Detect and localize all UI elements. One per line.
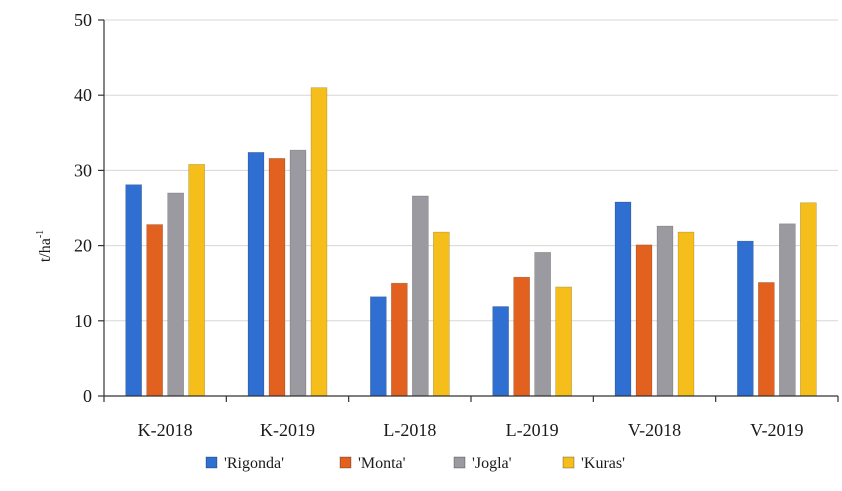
bar-rigonda: [125, 184, 142, 397]
y-tick-label: 30: [74, 160, 92, 180]
bar-kuras: [433, 231, 450, 397]
x-tick-label: K-2019: [260, 420, 315, 440]
y-axis-label-exponent: -1: [35, 230, 46, 238]
x-tick-label: L-2019: [506, 420, 559, 440]
legend-swatch: [562, 456, 575, 469]
bar-monta: [146, 224, 163, 397]
y-tick-label: 40: [74, 85, 92, 105]
legend-label: 'Jogla': [472, 455, 512, 472]
legend: 'Rigonda' 'Monta' 'Jogla' 'Kuras': [205, 455, 625, 472]
bar-kuras: [310, 87, 328, 397]
bar-rigonda: [492, 306, 509, 397]
x-tick-label: L-2018: [383, 420, 436, 440]
bar-monta: [758, 282, 775, 397]
y-tick-label: 20: [74, 236, 92, 256]
bar-jogla: [779, 223, 796, 397]
legend-label: 'Rigonda': [224, 455, 284, 472]
legend-swatch: [205, 456, 218, 469]
bars: [125, 87, 817, 397]
bar-monta: [635, 244, 653, 397]
bar-rigonda: [370, 296, 387, 397]
bar-jogla: [656, 225, 674, 397]
y-axis-label: t/ha-1: [35, 230, 54, 262]
bar-monta: [268, 158, 286, 397]
y-tick-label: 50: [74, 10, 92, 30]
legend-label: 'Monta': [358, 455, 406, 472]
bar-monta: [513, 276, 530, 397]
x-tick-label: V-2018: [628, 420, 681, 440]
legend-swatch: [339, 456, 352, 469]
gridlines: [104, 19, 838, 322]
bar-jogla: [534, 252, 551, 397]
bar-monta: [391, 282, 408, 397]
bar-jogla: [289, 149, 307, 397]
bar-kuras: [800, 202, 817, 397]
bar-rigonda: [247, 152, 265, 397]
bar-jogla: [412, 195, 429, 397]
y-tick-label: 0: [83, 386, 92, 406]
bar-jogla: [167, 192, 184, 397]
bar-kuras: [555, 286, 572, 397]
bar-kuras: [188, 164, 205, 397]
y-axis-ticks: 0 10 20 30 40 50: [74, 10, 104, 406]
bar-rigonda: [737, 240, 754, 397]
bar-kuras: [677, 231, 695, 397]
y-tick-label: 10: [74, 311, 92, 331]
x-tick-label: K-2018: [138, 420, 193, 440]
bar-rigonda: [614, 201, 632, 397]
x-tick-label: V-2019: [750, 420, 803, 440]
legend-swatch: [453, 456, 466, 469]
x-axis-ticks: K-2018 K-2019 L-2018 L-2019 V-2018 V-2019: [103, 396, 839, 440]
legend-label: 'Kuras': [581, 455, 625, 472]
y-axis-label-unit: t/ha: [37, 238, 54, 262]
